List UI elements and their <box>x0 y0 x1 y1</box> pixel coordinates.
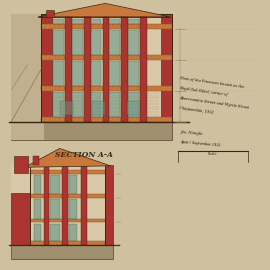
Bar <box>34 224 41 241</box>
Text: Jas. Nangle: Jas. Nangle <box>180 130 203 136</box>
Bar <box>72 61 83 86</box>
Bar <box>41 86 173 91</box>
Bar <box>140 14 147 122</box>
Bar <box>109 19 120 24</box>
Bar <box>109 30 120 55</box>
Bar <box>34 200 41 218</box>
Text: SECTION A-A: SECTION A-A <box>55 151 113 159</box>
Bar <box>30 164 113 245</box>
Bar <box>44 164 49 245</box>
Bar <box>69 200 77 218</box>
Bar <box>53 61 64 86</box>
Bar <box>128 30 139 55</box>
Bar <box>109 92 120 117</box>
Bar <box>72 30 83 55</box>
Bar <box>41 14 52 122</box>
Bar <box>65 14 72 122</box>
Bar <box>127 101 140 114</box>
Bar <box>103 14 109 122</box>
Bar <box>30 194 105 198</box>
Bar <box>72 19 83 24</box>
Text: Scale: Scale <box>208 153 218 157</box>
Bar <box>91 19 101 24</box>
Bar <box>128 61 139 86</box>
Bar <box>11 164 113 259</box>
Bar <box>11 14 173 140</box>
Bar <box>41 117 173 122</box>
Bar <box>53 92 64 117</box>
Polygon shape <box>38 4 170 17</box>
Bar <box>91 92 101 117</box>
Bar <box>41 55 173 60</box>
Bar <box>33 157 39 164</box>
Bar <box>30 241 105 245</box>
Bar <box>53 30 64 55</box>
Bar <box>69 175 77 194</box>
Bar <box>53 19 64 24</box>
Bar <box>109 61 120 86</box>
Bar <box>50 175 60 194</box>
Bar <box>46 10 54 17</box>
Bar <box>122 14 128 122</box>
Text: April / September 1912: April / September 1912 <box>180 140 221 148</box>
Bar <box>11 245 113 259</box>
Bar <box>30 170 105 174</box>
Bar <box>34 175 41 194</box>
Bar <box>128 92 139 117</box>
Bar <box>72 92 83 117</box>
Text: Abercrombie Street and Myrtle Street: Abercrombie Street and Myrtle Street <box>179 96 249 110</box>
Bar <box>41 24 173 29</box>
Bar <box>81 164 87 245</box>
Bar <box>84 14 91 122</box>
Bar <box>92 101 105 114</box>
Bar <box>62 164 68 245</box>
Bar <box>11 122 173 140</box>
Bar <box>105 164 113 245</box>
Bar <box>91 30 101 55</box>
Bar <box>11 14 44 140</box>
Bar <box>91 61 101 86</box>
Bar <box>14 157 28 173</box>
Text: Plans of the Premises known as the: Plans of the Premises known as the <box>179 76 244 89</box>
Bar <box>30 164 105 245</box>
Bar <box>30 218 105 222</box>
Text: Chippendale, 1912: Chippendale, 1912 <box>179 107 214 115</box>
Bar <box>60 101 73 114</box>
Bar <box>50 200 60 218</box>
Bar <box>161 14 173 122</box>
Text: Royal Oak Hotel, corner of: Royal Oak Hotel, corner of <box>179 86 228 97</box>
Bar <box>69 224 77 241</box>
Bar <box>11 193 30 245</box>
Bar <box>41 14 173 122</box>
Bar <box>128 19 139 24</box>
Polygon shape <box>25 148 111 167</box>
Bar <box>50 224 60 241</box>
